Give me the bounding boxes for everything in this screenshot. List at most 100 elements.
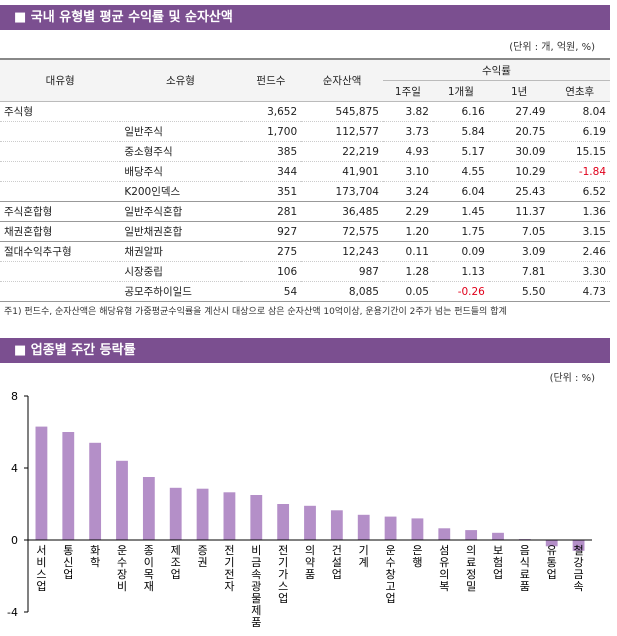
table-cell: 시장중립 — [120, 261, 241, 282]
table-cell: 12,243 — [301, 241, 383, 262]
table-cell: 41,901 — [301, 161, 383, 182]
bar — [62, 432, 75, 540]
bar — [142, 477, 155, 540]
table-cell: 일반채권혼합 — [120, 221, 241, 242]
table-cell: 173,704 — [301, 181, 383, 202]
table-cell — [0, 121, 121, 142]
table-cell: 6.04 — [432, 181, 489, 202]
bar — [196, 488, 209, 540]
table-cell: 3.82 — [382, 101, 433, 122]
table-cell: 0.11 — [382, 241, 433, 262]
table-cell: 주식혼합형 — [0, 201, 121, 222]
y-tick-label: 4 — [11, 462, 18, 475]
column-header: 1주일 — [382, 80, 433, 102]
table-cell: 54 — [240, 281, 302, 302]
bar — [35, 426, 48, 540]
table-cell: 351 — [240, 181, 302, 202]
table-cell: 일반주식혼합 — [120, 201, 241, 222]
column-header: 대유형 — [0, 58, 121, 102]
table-cell: 배당주식 — [120, 161, 241, 182]
chart: -4 0 4 8 서 비 스 업 통 신 업 화 학 운 수 장 비 종 이 목 재 제 조 업 증 권 전 기 전 자 비 금 속 광 물 제 품 전 기… — [7, 390, 592, 629]
table-cell: 385 — [240, 141, 302, 162]
bar — [384, 516, 397, 540]
table-cell: 3.73 — [382, 121, 433, 142]
table-row: 배당주식 344 41,901 3.10 4.55 10.29 -1.84 — [0, 161, 610, 182]
table-cell — [120, 101, 241, 122]
table-cell: 6.19 — [549, 121, 610, 142]
table-cell: 106 — [240, 261, 302, 282]
table-cell: 2.46 — [549, 241, 610, 262]
table-cell: -0.26 — [432, 281, 489, 302]
table-cell — [0, 161, 121, 182]
table-cell: 1,700 — [240, 121, 302, 142]
bar — [89, 442, 102, 540]
table-row: 중소형주식 385 22,219 4.93 5.17 30.09 15.15 — [0, 141, 610, 162]
table-cell: 927 — [240, 221, 302, 242]
table-cell: 3.30 — [549, 261, 610, 282]
bar — [277, 504, 290, 540]
bar — [116, 460, 128, 540]
table-cell: 112,577 — [301, 121, 383, 142]
unit-label: (단위 : %) — [549, 373, 595, 384]
bar — [223, 492, 236, 540]
section-header: ■ 국내 유형별 평균 수익률 및 순자산액 — [0, 5, 610, 30]
table-cell: 987 — [301, 261, 383, 282]
table-cell: 5.50 — [488, 281, 550, 302]
column-header: 순자산액 — [301, 58, 383, 102]
table-cell: 3.09 — [488, 241, 550, 262]
table-cell: 3.10 — [382, 161, 433, 182]
table-row: 일반주식 1,700 112,577 3.73 5.84 20.75 6.19 — [0, 121, 610, 142]
table-cell: 공모주하이일드 — [120, 281, 241, 302]
table-cell: 30.09 — [488, 141, 550, 162]
table-cell: 275 — [240, 241, 302, 262]
table-cell: 0.05 — [382, 281, 433, 302]
table-cell — [0, 281, 121, 302]
bar — [545, 540, 558, 547]
column-header: 수익률 — [382, 58, 610, 81]
bar — [411, 518, 424, 540]
table-cell: 절대수익추구형 — [0, 241, 121, 262]
table-cell: 11.37 — [488, 201, 550, 222]
table-cell: 1.28 — [382, 261, 433, 282]
table-row: 채권혼합형 일반채권혼합 927 72,575 1.20 1.75 7.05 3.15 — [0, 221, 610, 242]
table-cell: 중소형주식 — [120, 141, 241, 162]
table-cell: 27.49 — [488, 101, 550, 122]
table-cell: 일반주식 — [120, 121, 241, 142]
bar — [572, 540, 585, 551]
table-cell: 8.04 — [549, 101, 610, 122]
table-cell: 72,575 — [301, 221, 383, 242]
table-cell: 5.84 — [432, 121, 489, 142]
table-cell: 2.29 — [382, 201, 433, 222]
table-cell: 6.16 — [432, 101, 489, 122]
table-cell: 8,085 — [301, 281, 383, 302]
section-header: ■ 업종별 주간 등락률 — [0, 338, 610, 363]
table-cell: 545,875 — [301, 101, 383, 122]
y-tick-label: -4 — [7, 606, 18, 619]
table-cell: 1.75 — [432, 221, 489, 242]
table-row: K200인덱스 351 173,704 3.24 6.04 25.43 6.52 — [0, 181, 610, 202]
table-cell: 5.17 — [432, 141, 489, 162]
table-cell: 344 — [240, 161, 302, 182]
column-header: 소유형 — [120, 58, 241, 102]
table-cell: 3.15 — [549, 221, 610, 242]
column-header: 1개월 — [432, 80, 489, 102]
table-cell: 7.05 — [488, 221, 550, 242]
unit-label: (단위 : 개, 억원, %) — [509, 42, 595, 53]
bar — [465, 530, 478, 540]
table-cell: 15.15 — [549, 141, 610, 162]
table-cell: 1.36 — [549, 201, 610, 222]
bar — [330, 510, 343, 540]
